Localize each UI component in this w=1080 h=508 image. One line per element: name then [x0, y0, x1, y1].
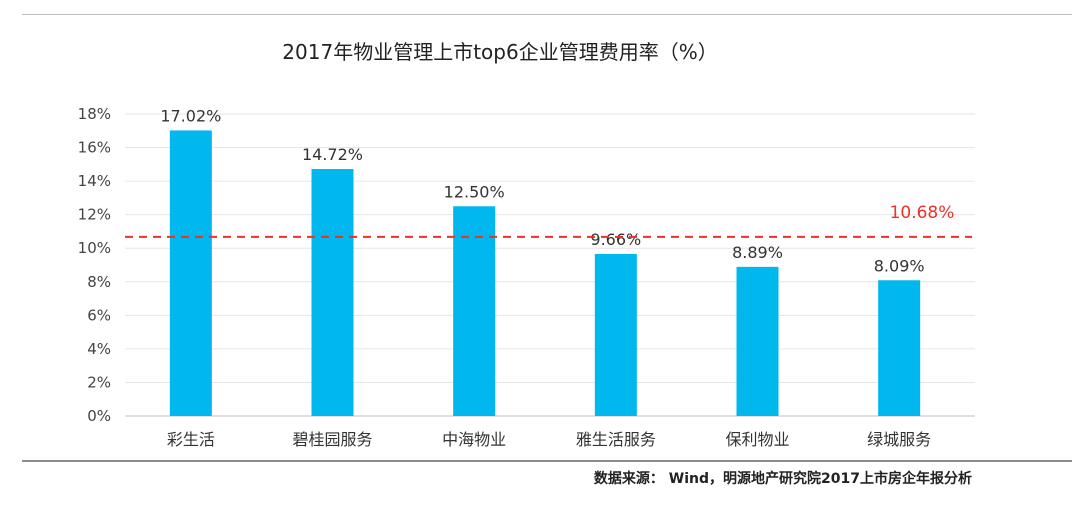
- bar: [311, 169, 354, 416]
- source-note: 数据来源： Wind，明源地产研究院2017上市房企年报分析: [593, 471, 972, 487]
- x-tick-label: 中海物业: [442, 430, 506, 449]
- y-tick-label: 16%: [78, 139, 111, 157]
- x-tick-label: 雅生活服务: [576, 430, 656, 449]
- y-tick-label: 12%: [78, 206, 111, 224]
- bottom-rule: [22, 460, 1072, 462]
- x-tick-label: 绿城服务: [867, 430, 931, 449]
- data-label: 8.09%: [874, 256, 925, 275]
- x-tick-label: 保利物业: [725, 430, 789, 449]
- y-tick-label: 14%: [78, 172, 111, 190]
- data-label: 17.02%: [160, 106, 221, 125]
- bar: [878, 280, 921, 416]
- bar: [453, 206, 496, 416]
- y-tick-label: 18%: [78, 105, 111, 123]
- reference-line-label: 10.68%: [890, 203, 955, 223]
- data-label: 14.72%: [302, 145, 363, 164]
- y-tick-label: 6%: [87, 306, 111, 324]
- bar: [169, 130, 212, 417]
- data-label: 8.89%: [732, 243, 783, 262]
- data-label: 12.50%: [444, 182, 505, 201]
- x-tick-label: 彩生活: [167, 430, 215, 449]
- bar: [594, 253, 637, 416]
- top-rule: [22, 14, 1072, 15]
- bar: [736, 266, 779, 416]
- y-tick-label: 0%: [87, 407, 111, 425]
- y-tick-label: 2%: [87, 373, 111, 391]
- x-tick-label: 碧桂园服务: [292, 430, 372, 449]
- y-tick-label: 10%: [78, 239, 111, 257]
- y-tick-label: 4%: [87, 340, 111, 358]
- chart-title: 2017年物业管理上市top6企业管理费用率（%）: [282, 40, 718, 64]
- y-tick-label: 8%: [87, 273, 111, 291]
- data-label: 9.66%: [590, 230, 641, 249]
